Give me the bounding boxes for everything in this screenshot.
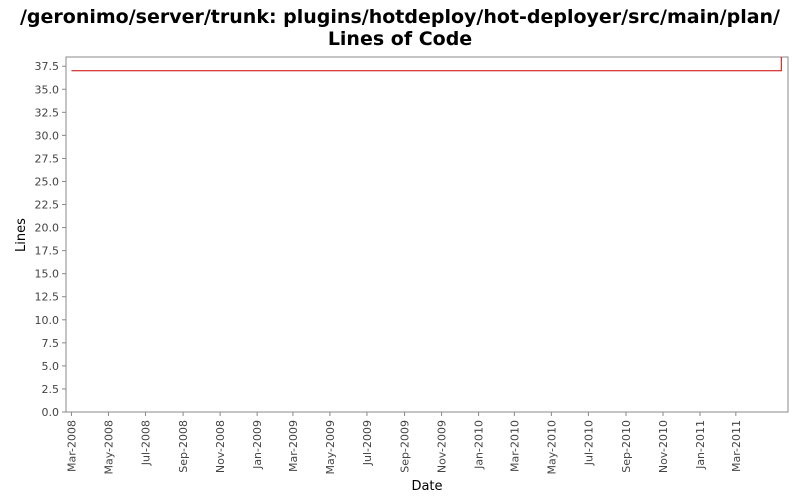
y-axis-label: Lines (14, 218, 29, 252)
x-tick-label: May-2008 (102, 420, 115, 475)
x-tick-label: Sep-2009 (399, 420, 412, 473)
x-tick-label: Mar-2010 (508, 420, 521, 472)
plot-area (65, 56, 789, 413)
x-tick-label: Mar-2011 (730, 420, 743, 472)
chart-title: /geronimo/server/trunk: plugins/hotdeplo… (19, 6, 780, 28)
y-tick-label: 30.0 (35, 129, 60, 142)
x-axis-label: Date (411, 479, 442, 494)
y-tick-label: 10.0 (35, 314, 60, 327)
y-tick-label: 25.0 (35, 175, 60, 188)
y-tick-label: 0.0 (42, 406, 60, 419)
y-tick-label: 37.5 (35, 60, 60, 73)
x-tick-label: Sep-2010 (620, 420, 633, 473)
x-tick-label: Nov-2010 (657, 420, 670, 473)
x-tick-label: Jul-2009 (361, 420, 374, 466)
y-tick-label: 5.0 (42, 360, 60, 373)
y-tick-label: 7.5 (42, 337, 60, 350)
x-tick-label: Mar-2008 (65, 420, 78, 472)
x-tick-label: Jan-2011 (694, 420, 707, 470)
x-tick-label: Nov-2008 (214, 420, 227, 473)
y-tick-label: 32.5 (35, 106, 60, 119)
x-tick-label: Jul-2010 (582, 420, 595, 466)
x-tick-label: Sep-2008 (177, 420, 190, 473)
y-tick-label: 27.5 (35, 152, 60, 165)
y-tick-label: 22.5 (35, 199, 60, 212)
x-tick-label: Jul-2008 (139, 420, 152, 466)
y-tick-label: 2.5 (42, 383, 60, 396)
y-tick-label: 12.5 (35, 291, 60, 304)
y-tick-label: 17.5 (35, 245, 60, 258)
x-tick-label: May-2010 (545, 420, 558, 475)
x-tick-label: Mar-2009 (287, 420, 300, 472)
x-tick-label: May-2009 (324, 420, 337, 475)
y-tick-label: 15.0 (35, 268, 60, 281)
y-tick-label: 20.0 (35, 222, 60, 235)
series-line (71, 57, 782, 72)
chart-subtitle: Lines of Code (327, 28, 473, 50)
x-tick-label: Nov-2009 (436, 420, 449, 473)
x-tick-label: Jan-2010 (473, 420, 486, 470)
y-tick-label: 35.0 (35, 83, 60, 96)
x-tick-label: Jan-2009 (251, 420, 264, 470)
